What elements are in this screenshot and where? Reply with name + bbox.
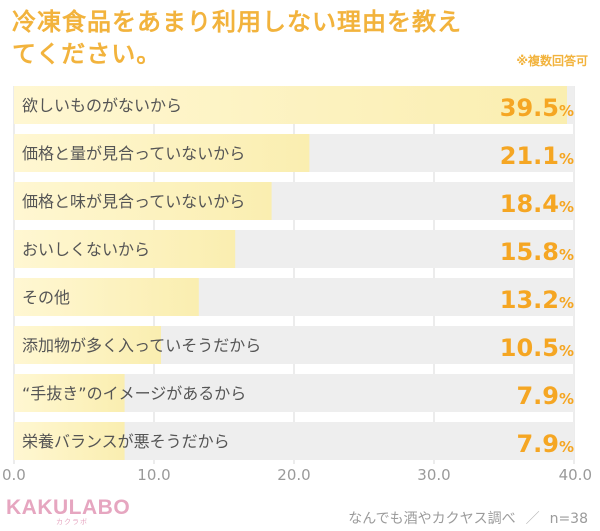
separator: ／ (525, 511, 540, 527)
survey-source: なんでも酒やカクヤス調べ (348, 511, 516, 527)
kakulabo-logo-sub: カクラボ (56, 518, 88, 526)
category-label: おいしくないから (22, 240, 150, 259)
data-label: 7.9% (516, 430, 574, 458)
data-label: 10.5% (500, 334, 574, 362)
data-label: 21.1% (500, 142, 574, 170)
bar (14, 230, 236, 268)
bar (14, 326, 161, 364)
bar (14, 86, 567, 124)
kakulabo-logo: KAKULABO (6, 496, 131, 519)
multiple-answer-note: ※複数回答可 (516, 54, 588, 68)
category-label: “手抜き”のイメージがあるから (22, 384, 246, 403)
data-label: 39.5% (500, 94, 574, 122)
data-label: 18.4% (500, 190, 574, 218)
category-label: 添加物が多く入っていそうだから (22, 336, 261, 355)
data-label: 7.9% (516, 382, 574, 410)
bar (14, 278, 199, 316)
category-label: 欲しいものがないから (22, 96, 182, 115)
sample-size: n=38 (549, 511, 588, 527)
x-tick-label: 0.0 (2, 466, 26, 484)
x-tick-label: 20.0 (277, 466, 310, 484)
bar (14, 182, 272, 220)
bar (14, 134, 310, 172)
footer: なんでも酒やカクヤス調べ ／ n=38 (348, 508, 588, 528)
x-tick-label: 30.0 (417, 466, 450, 484)
bar (14, 374, 125, 412)
category-label: 価格と味が見合っていないから (22, 192, 245, 211)
data-label: 13.2% (500, 286, 574, 314)
chart-title: 冷凍食品をあまり利用しない理由を教えてください。 (12, 8, 462, 68)
category-label: 栄養バランスが悪そうだから (22, 432, 230, 451)
category-label: その他 (22, 288, 70, 307)
category-label: 価格と量が見合っていないから (22, 144, 245, 163)
data-label: 15.8% (500, 238, 574, 266)
bar (14, 422, 125, 460)
bar-chart: 欲しいものがないから 39.5% 価格と量が見合っていないから 21.1% 価格と味が見… (2, 86, 592, 484)
x-tick-label: 10.0 (137, 466, 170, 484)
x-tick-label: 40.0 (559, 466, 592, 484)
